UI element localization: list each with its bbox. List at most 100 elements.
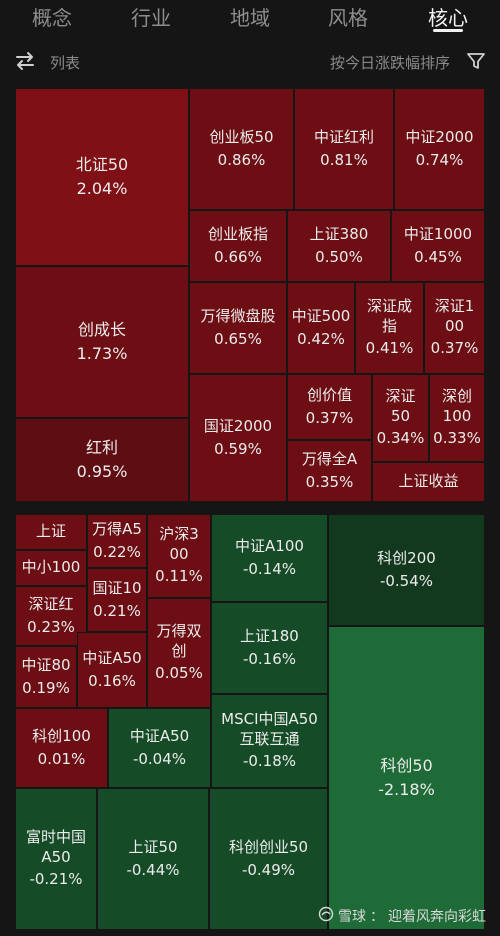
tile-szsy[interactable]: 上证收益: [372, 462, 485, 502]
tile-change: 0.86%: [217, 150, 266, 169]
tile-wdsc[interactable]: 万得双创 0.05%: [147, 598, 211, 708]
tile-change: -0.54%: [379, 571, 434, 590]
tile-name: 中证A100: [235, 537, 304, 555]
tile-msci-a50[interactable]: MSCI中国A50互联互通 -0.18%: [211, 694, 328, 788]
tile-sz50-idx[interactable]: 上证50 -0.44%: [97, 788, 209, 930]
tile-name: 深创100: [441, 387, 472, 425]
watermark-author: 迎着风奔向彩虹: [388, 909, 486, 925]
tile-zz1000[interactable]: 中证1000 0.45%: [391, 210, 485, 282]
tile-name: 国证10: [92, 579, 142, 597]
tile-change: -2.18%: [378, 779, 435, 799]
tile-sz50[interactable]: 深证50 0.34%: [372, 374, 429, 462]
tile-change: 0.74%: [415, 150, 464, 169]
tile-kc200[interactable]: 科创200 -0.54%: [328, 514, 485, 626]
tab-core[interactable]: 核心: [428, 6, 468, 30]
tile-change: 0.16%: [88, 671, 136, 690]
tab-industry[interactable]: 行业: [131, 6, 171, 30]
tile-hongli[interactable]: 红利 0.95%: [15, 418, 189, 502]
tile-zx100[interactable]: 中小100: [15, 550, 87, 586]
tile-change: 0.66%: [214, 247, 262, 266]
tile-gz2000[interactable]: 国证2000 0.59%: [189, 374, 287, 502]
tile-change: 0.45%: [414, 247, 462, 266]
tile-name: 创成长: [77, 319, 126, 339]
tile-sz[interactable]: 上证: [15, 514, 87, 550]
swap-icon[interactable]: [14, 50, 36, 72]
tile-bz50[interactable]: 北证50 2.04%: [15, 88, 189, 266]
tile-kc100[interactable]: 科创100 0.01%: [15, 708, 108, 788]
tile-ccz[interactable]: 创成长 1.73%: [15, 266, 189, 418]
tile-szcz[interactable]: 深证成指 0.41%: [355, 282, 424, 374]
tile-name: 创业板指: [207, 225, 268, 243]
tile-zza50-down[interactable]: 中证A50 -0.04%: [108, 708, 211, 788]
tile-cjz[interactable]: 创价值 0.37%: [287, 374, 372, 440]
tile-szh[interactable]: 深证红 0.23%: [15, 586, 87, 646]
tile-name: 中证红利: [313, 128, 374, 146]
tile-change: 0.95%: [76, 461, 128, 481]
tile-kc50[interactable]: 科创50 -2.18%: [328, 626, 485, 930]
filter-icon[interactable]: [465, 50, 487, 72]
tile-name: 中证500: [291, 307, 351, 325]
tab-concept[interactable]: 概念: [32, 6, 72, 30]
tile-zz80[interactable]: 中证80 0.19%: [15, 646, 77, 708]
tile-sz100[interactable]: 深证100 0.37%: [424, 282, 485, 374]
tile-change: 0.34%: [376, 429, 425, 448]
tab-style[interactable]: 风格: [328, 6, 368, 30]
tile-name: 科创创业50: [228, 838, 309, 856]
tile-change: 0.37%: [430, 339, 479, 358]
tile-change: 0.42%: [297, 329, 345, 348]
tile-gz10[interactable]: 国证10 0.21%: [87, 568, 147, 632]
tile-name: 中证80: [21, 656, 71, 674]
tile-name: 国证2000: [203, 417, 273, 435]
tile-name: MSCI中国A50互联互通: [221, 710, 318, 748]
tile-name: 科创200: [377, 549, 436, 567]
tile-name: 中证A50: [82, 649, 142, 667]
tile-zzhl[interactable]: 中证红利 0.81%: [294, 88, 394, 210]
tile-change: 0.33%: [433, 429, 481, 448]
tile-kccy50[interactable]: 科创创业50 -0.49%: [209, 788, 328, 930]
snowball-logo-icon: [318, 906, 334, 926]
tile-zza50-up[interactable]: 中证A50 0.16%: [77, 632, 147, 708]
tile-name: 上证380: [309, 225, 369, 243]
tile-sz180[interactable]: 上证180 -0.16%: [211, 602, 328, 694]
tile-zz500[interactable]: 中证500 0.42%: [287, 282, 355, 374]
tile-sc100[interactable]: 深创100 0.33%: [429, 374, 485, 462]
tile-change: 0.50%: [315, 247, 363, 266]
tile-change: 0.65%: [214, 329, 262, 348]
sort-selector[interactable]: 按今日涨跌幅排序: [329, 54, 450, 72]
tile-name: 创价值: [306, 386, 352, 404]
tile-change: -0.18%: [242, 752, 297, 771]
tile-change: 2.04%: [76, 178, 128, 198]
tile-name: 万得全A: [301, 450, 358, 468]
tile-name: 深证成指: [366, 297, 412, 335]
tile-wda5[interactable]: 万得A5 0.22%: [87, 514, 147, 568]
tile-name: 万得双创: [156, 622, 202, 660]
tile-name: 深证50: [385, 387, 416, 425]
watermark-separator: ：: [370, 909, 384, 925]
tab-region[interactable]: 地域: [230, 6, 270, 30]
tile-name: 深证红: [28, 595, 74, 613]
tile-fszga50[interactable]: 富时中国A50 -0.21%: [15, 788, 97, 930]
tile-change: 0.37%: [305, 408, 354, 427]
tile-name: 上证: [35, 522, 66, 541]
tile-name: 红利: [85, 437, 118, 457]
tile-wdqa[interactable]: 万得全A 0.35%: [287, 440, 372, 502]
tile-wdwpg[interactable]: 万得微盘股 0.65%: [189, 282, 287, 374]
tile-hs300[interactable]: 沪深300 0.11%: [147, 514, 211, 598]
tile-change: -0.49%: [241, 860, 296, 879]
tile-sz380[interactable]: 上证380 0.50%: [287, 210, 391, 282]
tile-cybz[interactable]: 创业板指 0.66%: [189, 210, 287, 282]
tile-cyb50[interactable]: 创业板50 0.86%: [189, 88, 294, 210]
tile-change: 0.41%: [365, 339, 414, 358]
tile-change: 0.22%: [93, 542, 141, 561]
tile-change: 1.73%: [76, 343, 128, 363]
tile-name: 中证2000: [405, 128, 474, 146]
tile-name: 中证A50: [129, 727, 190, 745]
tile-name: 沪深300: [159, 525, 199, 563]
toolbar: 列表 按今日涨跌幅排序: [0, 44, 500, 78]
list-view-toggle[interactable]: 列表: [50, 54, 81, 72]
tile-change: 0.81%: [320, 150, 368, 169]
tile-change: -0.16%: [242, 649, 297, 668]
tile-zz2000[interactable]: 中证2000 0.74%: [394, 88, 485, 210]
tile-zza100[interactable]: 中证A100 -0.14%: [211, 514, 328, 602]
